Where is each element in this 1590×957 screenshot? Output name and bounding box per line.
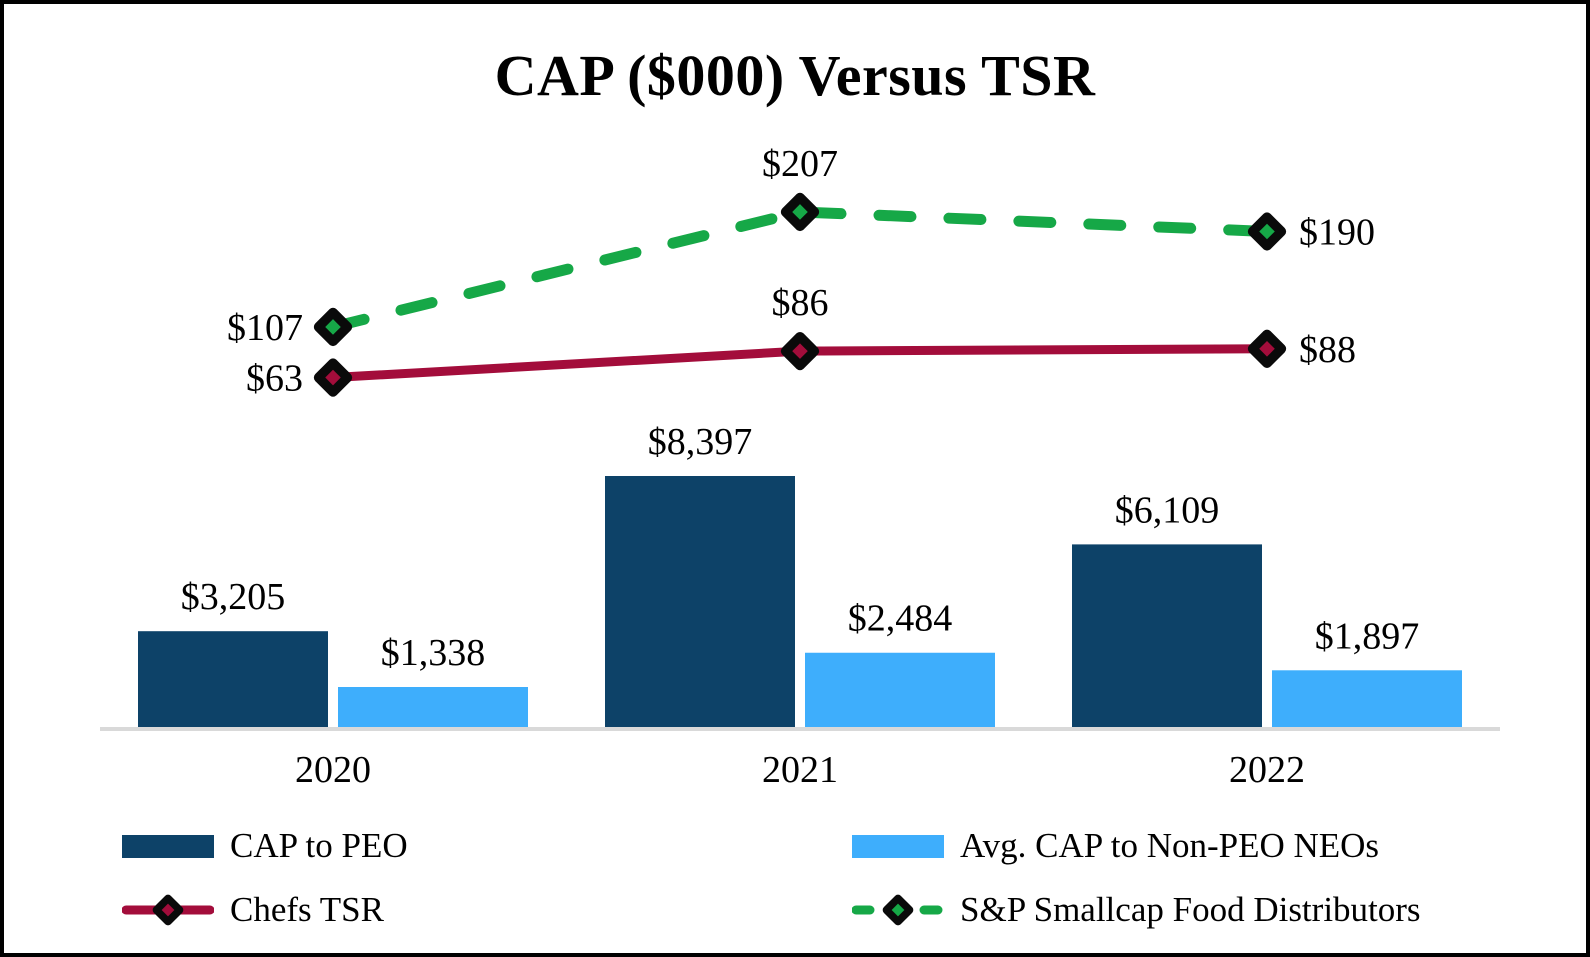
legend-label-chefs-tsr: Chefs TSR xyxy=(230,890,384,929)
legend-swatch-cap-peo-icon xyxy=(122,829,214,863)
chart-title: CAP ($000) Versus TSR xyxy=(494,43,1096,108)
legend-item-chefs-tsr: Chefs TSR xyxy=(122,890,384,930)
legend-label-cap-non-peo: Avg. CAP to Non-PEO NEOs xyxy=(960,826,1380,865)
marker-diamond-chefs_tsr-2022-icon xyxy=(1247,329,1287,368)
bar-value-label-cap_non_peo-2021: $2,484 xyxy=(848,598,953,640)
marker-diamond-chefs_tsr-2020-icon xyxy=(313,358,353,397)
marker-diamond-sp_food-2020-icon xyxy=(313,307,353,347)
x-axis-line xyxy=(100,727,1500,731)
legend-item-sp-food: S&P Smallcap Food Distributors xyxy=(852,890,1421,930)
point-value-label-chefs_tsr-2020: $63 xyxy=(246,358,303,400)
legend-label-cap-peo: CAP to PEO xyxy=(230,826,408,865)
marker-diamond-sp_food-2021-icon xyxy=(780,192,820,232)
legend-swatch-cap-non-peo-icon xyxy=(852,829,944,863)
legend-item-cap-peo: CAP to PEO xyxy=(122,826,408,866)
point-value-label-chefs_tsr-2022: $88 xyxy=(1299,329,1356,371)
point-value-label-sp_food-2020: $107 xyxy=(227,307,303,349)
legend-item-cap-non-peo: Avg. CAP to Non-PEO NEOs xyxy=(852,826,1379,866)
legend-label-sp-food: S&P Smallcap Food Distributors xyxy=(960,890,1421,929)
x-axis-label-2020: 2020 xyxy=(295,749,371,791)
bar-cap_non_peo-2022 xyxy=(1272,670,1462,727)
x-axis-label-2022: 2022 xyxy=(1229,749,1305,791)
bar-cap_peo-2020 xyxy=(138,631,328,727)
marker-diamond-chefs_tsr-2021-icon xyxy=(780,331,820,371)
point-value-label-chefs_tsr-2021: $86 xyxy=(772,282,829,324)
bar-cap_peo-2022 xyxy=(1072,544,1262,727)
marker-diamond-sp_food-2022-icon xyxy=(1247,212,1287,251)
bar-cap_non_peo-2021 xyxy=(805,652,995,727)
bar-cap_peo-2021 xyxy=(605,476,795,727)
bar-value-label-cap_peo-2022: $6,109 xyxy=(1115,489,1220,531)
bar-value-label-cap_peo-2021: $8,397 xyxy=(648,421,753,463)
bar-value-label-cap_non_peo-2020: $1,338 xyxy=(381,632,486,674)
bar-value-label-cap_non_peo-2022: $1,897 xyxy=(1315,615,1420,657)
point-value-label-sp_food-2021: $207 xyxy=(762,143,838,185)
point-value-label-sp_food-2022: $190 xyxy=(1299,212,1375,254)
bar-value-label-cap_peo-2020: $3,205 xyxy=(181,576,286,618)
x-axis-label-2021: 2021 xyxy=(762,749,838,791)
legend-line-chefs-tsr-icon xyxy=(122,893,214,927)
line-sp_food xyxy=(327,206,1273,333)
chart-canvas: $3,205 $8,397 $6,109 $1,338 $2,484 $1,897 2020… xyxy=(100,143,1500,791)
legend-line-sp-food-icon xyxy=(852,893,944,927)
bar-cap_non_peo-2020 xyxy=(338,687,528,727)
